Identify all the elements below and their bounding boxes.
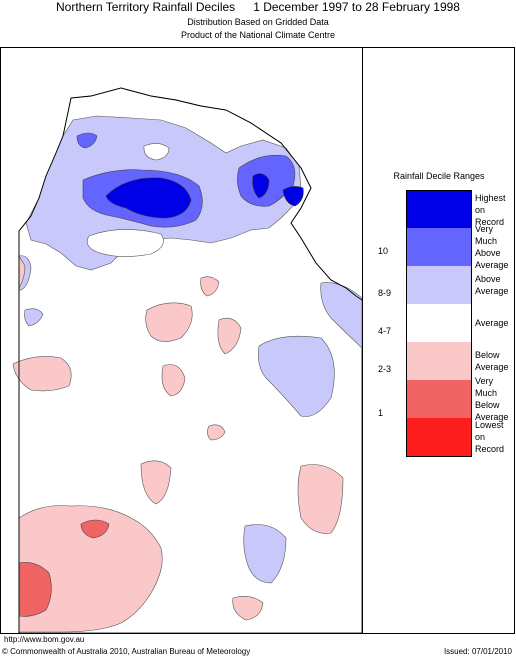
below-average-8: [297, 464, 344, 534]
legend-decile-1: 1: [378, 408, 384, 418]
legend-swatch-above: Above Average: [406, 266, 508, 304]
legend-label-very-much-above: Very Much Above Average: [475, 224, 509, 270]
above-average-southeast: [243, 524, 287, 584]
below-average-7: [140, 460, 172, 505]
legend-label-below: Below Average: [475, 350, 509, 372]
nt-coastline: [18, 87, 362, 301]
highest-on-record-coast: [282, 186, 304, 207]
below-average-10: [232, 596, 264, 621]
legend-swatch-average: Average: [406, 304, 508, 342]
below-average-2: [200, 276, 220, 297]
average-hole: [86, 229, 164, 257]
legend-title: Rainfall Decile Ranges: [393, 171, 485, 181]
legend-swatch-very-much-above: Very Much Above Average: [406, 224, 508, 270]
legend-label-highest: Highest on Record: [475, 193, 506, 227]
map-subtitle-product: Product of the National Climate Centre: [180, 30, 336, 40]
highest-on-record-west: [105, 177, 192, 219]
rainfall-decile-map: [12, 87, 362, 633]
legend-swatch-below: Below Average: [406, 342, 508, 380]
below-average-southwest: [18, 505, 163, 633]
below-average-9: [207, 424, 226, 441]
map-period: 1 December 1997 to 28 February 1998: [253, 0, 460, 14]
legend-swatch-lowest: Lowest on Record: [406, 418, 504, 457]
legend-divider: [362, 47, 363, 634]
below-average-5: [12, 356, 72, 392]
very-much-above-northwest: [76, 132, 98, 149]
legend-label-lowest: Lowest on Record: [475, 420, 505, 454]
very-much-below-southwest: [18, 562, 52, 617]
below-average-3: [217, 317, 242, 355]
legend-swatch-very-much-below: Very Much Below Average: [406, 376, 508, 422]
legend-label-above: Above Average: [475, 274, 509, 296]
legend-swatch-highest: Highest on Record: [406, 190, 506, 229]
below-average-1: [145, 302, 193, 342]
legend-decile-10: 10: [378, 246, 389, 256]
copyright-notice: © Commonwealth of Australia 2010, Austra…: [2, 647, 251, 656]
legend-label-average: Average: [475, 318, 509, 328]
above-average-west-2: [24, 308, 44, 327]
very-much-below-south: [80, 519, 110, 539]
above-average-east-1: [258, 335, 335, 417]
highest-on-record-east: [252, 173, 270, 199]
legend-decile-8-9: 8-9: [378, 288, 392, 298]
bom-url-link[interactable]: http://www.bom.gov.au: [4, 635, 85, 644]
legend-decile-2-3: 2-3: [378, 364, 392, 374]
average-hole-small: [143, 143, 170, 161]
map-title: Northern Territory Rainfall Deciles: [56, 0, 236, 14]
map-title-row: Northern Territory Rainfall Deciles 1 Dec…: [0, 0, 516, 14]
below-average-4: [161, 364, 186, 397]
map-frame: [0, 47, 515, 634]
map-subtitle-distribution: Distribution Based on Gridded Data: [187, 17, 329, 27]
legend-label-very-much-below: Very Much Below Average: [475, 376, 509, 422]
issued-date: Issued: 07/01/2010: [443, 647, 512, 656]
legend-decile-4-7: 4-7: [378, 326, 392, 336]
